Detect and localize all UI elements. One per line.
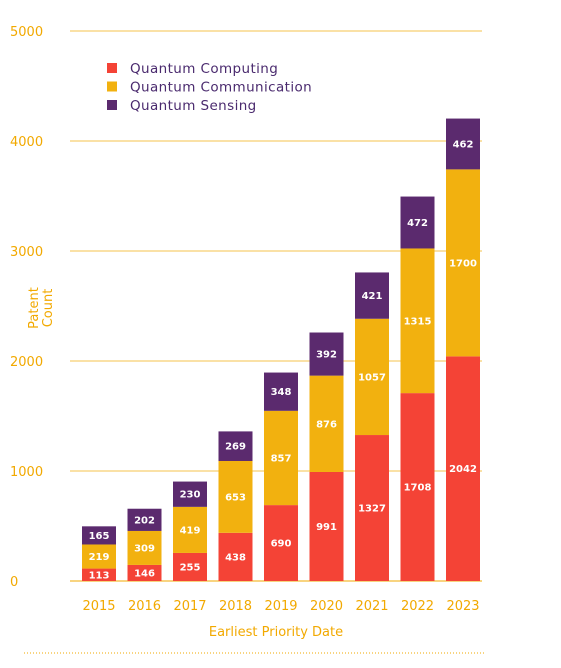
bar-segment bbox=[309, 332, 344, 376]
bar-value-label: 462 bbox=[453, 139, 474, 150]
bar-value-label: 653 bbox=[225, 492, 246, 503]
bars: 113 219 165 146 309 202 255 419 230 438 653 269 690 8… bbox=[82, 118, 480, 581]
bar-segment bbox=[264, 410, 298, 506]
y-tick-label: 4000 bbox=[10, 135, 43, 150]
x-tick-label: 2019 bbox=[264, 599, 297, 614]
bar-value-label: 309 bbox=[134, 543, 155, 554]
y-tick-label: 1000 bbox=[10, 465, 43, 480]
x-axis-ticks: 2015 2016 2017 2018 2019 2020 2021 2022 2023 bbox=[82, 599, 479, 614]
y-tick-label: 2000 bbox=[10, 355, 43, 370]
bar-segment bbox=[400, 196, 435, 249]
legend-swatch bbox=[107, 63, 117, 73]
bar-segment bbox=[82, 544, 116, 569]
bar-value-label: 230 bbox=[180, 490, 201, 501]
bar-value-label: 1327 bbox=[358, 504, 386, 515]
y-axis-ticks: 0 1000 2000 3000 4000 5000 bbox=[10, 25, 43, 590]
x-tick-label: 2015 bbox=[82, 599, 115, 614]
bar-value-label: 348 bbox=[271, 387, 292, 398]
bar-segment bbox=[82, 526, 116, 545]
bar-value-label: 392 bbox=[316, 350, 337, 361]
bar-value-label: 421 bbox=[362, 291, 383, 302]
legend-label: Quantum Computing bbox=[130, 61, 278, 77]
bar-value-label: 146 bbox=[134, 568, 155, 579]
bar-segment bbox=[355, 272, 389, 319]
bar-value-label: 219 bbox=[89, 552, 110, 563]
bar-segment bbox=[218, 532, 253, 581]
x-axis-label: Earliest Priority Date bbox=[209, 625, 343, 640]
bar-value-label: 113 bbox=[89, 570, 110, 581]
bar-value-label: 690 bbox=[271, 539, 292, 550]
bar-segment bbox=[400, 248, 435, 394]
y-tick-label: 3000 bbox=[10, 245, 43, 260]
bar-segment bbox=[446, 169, 480, 357]
x-tick-label: 2020 bbox=[310, 599, 343, 614]
legend-label: Quantum Sensing bbox=[130, 98, 257, 114]
bar-segment bbox=[309, 375, 344, 472]
bar-value-label: 202 bbox=[134, 515, 155, 526]
x-tick-label: 2021 bbox=[355, 599, 388, 614]
bar-value-label: 472 bbox=[407, 218, 428, 229]
bar-value-label: 1315 bbox=[404, 316, 432, 327]
bar-value-label: 1057 bbox=[358, 372, 386, 383]
bar-value-label: 1708 bbox=[404, 483, 432, 494]
bar-segment bbox=[400, 393, 435, 581]
legend-label: Quantum Communication bbox=[130, 80, 312, 96]
bar-value-label: 1700 bbox=[449, 258, 477, 269]
y-tick-label: 0 bbox=[10, 575, 18, 590]
y-axis-label-line-2: Count bbox=[41, 289, 56, 328]
bar-segment bbox=[446, 118, 480, 170]
y-tick-label: 5000 bbox=[10, 25, 43, 40]
bar-segment bbox=[173, 552, 207, 581]
x-tick-label: 2022 bbox=[401, 599, 434, 614]
bar-segment bbox=[218, 460, 253, 533]
bar-segment bbox=[127, 530, 162, 565]
legend: Quantum Computing Quantum Communication Qu… bbox=[107, 61, 312, 114]
bar-value-label: 2042 bbox=[449, 464, 477, 475]
bar-segment bbox=[355, 318, 389, 436]
bar-value-label: 419 bbox=[180, 525, 201, 536]
bar-value-label: 991 bbox=[316, 522, 337, 533]
y-axis-label-line-1: Patent bbox=[27, 287, 42, 329]
bar-segment bbox=[173, 481, 207, 507]
x-tick-label: 2017 bbox=[173, 599, 206, 614]
bar-segment bbox=[127, 564, 162, 581]
bar-segment bbox=[264, 372, 298, 411]
x-tick-label: 2023 bbox=[446, 599, 479, 614]
bar-value-label: 165 bbox=[89, 531, 110, 542]
bar-segment bbox=[355, 435, 389, 581]
bar-value-label: 857 bbox=[271, 453, 292, 464]
legend-swatch bbox=[107, 100, 117, 110]
bar-value-label: 269 bbox=[225, 442, 246, 453]
bar-segment bbox=[264, 505, 298, 581]
bar-value-label: 438 bbox=[225, 552, 246, 563]
bar-segment bbox=[173, 506, 207, 553]
x-tick-label: 2016 bbox=[128, 599, 161, 614]
bar-value-label: 876 bbox=[316, 419, 337, 430]
legend-swatch bbox=[107, 81, 117, 92]
bar-segment bbox=[446, 356, 480, 581]
bar-segment bbox=[218, 431, 253, 461]
bar-segment bbox=[82, 568, 116, 581]
bar-value-label: 255 bbox=[180, 562, 201, 573]
bar-segment bbox=[309, 471, 344, 581]
x-tick-label: 2018 bbox=[219, 599, 252, 614]
bar-segment bbox=[127, 508, 162, 531]
